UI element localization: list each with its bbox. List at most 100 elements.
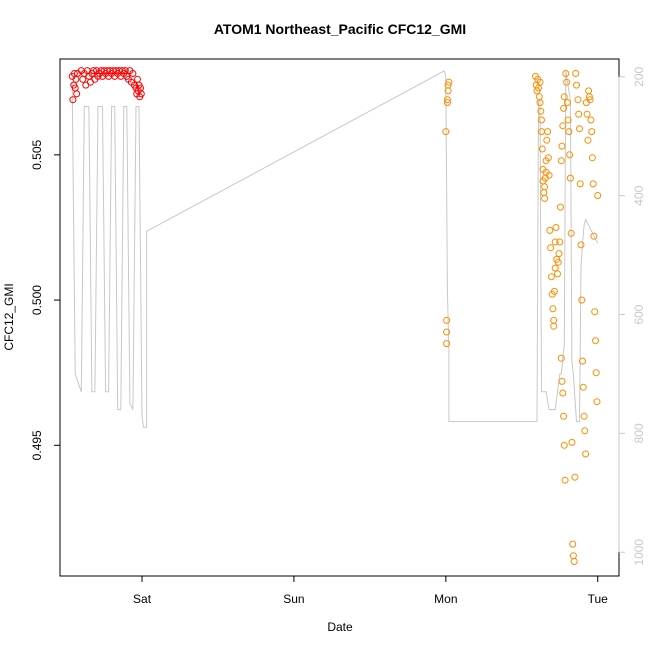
late-point: [543, 136, 551, 144]
late-point: [551, 238, 559, 246]
late-point: [557, 354, 565, 362]
late-point: [561, 476, 569, 484]
late-point: [574, 96, 582, 104]
late-point: [579, 383, 587, 391]
late-point: [565, 128, 573, 136]
late-point: [586, 96, 594, 104]
late-point: [584, 136, 592, 144]
late-point: [592, 337, 599, 345]
y-tick-label: 0.505: [30, 140, 44, 170]
right-tick-label: 1000: [632, 539, 646, 566]
late-point: [558, 377, 566, 385]
late-point: [577, 241, 585, 249]
early-point: [137, 90, 145, 98]
late-point: [566, 151, 574, 159]
late-point: [588, 154, 596, 162]
late-point: [560, 104, 568, 112]
x-tick-label: Mon: [434, 592, 457, 606]
pressure-line-layer: [71, 70, 599, 428]
late-point: [573, 81, 580, 89]
late-point: [576, 125, 583, 133]
plot-frame: [59, 58, 620, 577]
late-point: [540, 189, 548, 197]
early-point: [73, 90, 81, 98]
early-point: [79, 75, 87, 83]
right-tick-label: 200: [632, 66, 646, 86]
late-point: [538, 128, 545, 136]
late-point: [570, 558, 578, 565]
y-axis-label: CFC12_GMI: [2, 283, 16, 350]
late-point: [558, 142, 566, 150]
late-point: [555, 250, 563, 258]
late-point: [535, 93, 543, 101]
y-tick-label: 0.500: [30, 285, 44, 315]
late-point: [538, 145, 546, 153]
late-point: [550, 322, 558, 330]
right-tick-label: 800: [632, 423, 646, 443]
late-point: [579, 357, 586, 365]
late-point: [589, 180, 597, 188]
late-point: [566, 174, 574, 182]
late-point: [546, 226, 554, 234]
x-tick-label: Sat: [133, 592, 152, 606]
pressure-line: [71, 70, 599, 428]
late-point: [582, 450, 590, 458]
x-tick-label: Tue: [588, 592, 609, 606]
late-point: [568, 438, 576, 446]
late-point: [557, 157, 565, 165]
late-point: [575, 110, 583, 118]
late-point: [560, 93, 568, 101]
late-point: [562, 70, 570, 77]
late-point: [588, 128, 596, 136]
late-point: [547, 244, 555, 252]
axes-layer: Sat Sun Mon Tue 0.495 0.500 0.505 200 400 600 800 1…: [30, 66, 646, 606]
late-point: [563, 78, 571, 86]
late-point: [571, 473, 579, 481]
late-point: [443, 316, 451, 324]
x-axis-label: Date: [327, 620, 353, 634]
late-point: [592, 369, 600, 377]
late-point: [560, 412, 568, 420]
data-points-layer: [68, 67, 602, 565]
late-point: [593, 398, 601, 406]
late-point: [443, 328, 451, 336]
late-point: [567, 229, 575, 237]
right-tick-label: 600: [632, 304, 646, 324]
late-point: [578, 296, 586, 304]
late-point: [443, 96, 451, 104]
late-point: [559, 122, 567, 130]
late-point: [544, 154, 552, 162]
late-point: [547, 273, 555, 281]
late-point: [445, 78, 453, 86]
late-point: [538, 116, 545, 124]
late-point: [544, 128, 552, 136]
late-point: [572, 70, 580, 77]
late-point: [552, 224, 560, 231]
late-point: [556, 238, 564, 246]
late-point: [580, 412, 588, 420]
late-point: [564, 116, 572, 124]
x-tick-label: Sun: [283, 592, 304, 606]
late-point: [557, 203, 564, 211]
late-point: [585, 87, 593, 95]
late-point: [549, 305, 557, 313]
late-point: [563, 99, 571, 107]
late-point: [444, 81, 452, 89]
late-point: [541, 194, 549, 202]
early-point: [89, 67, 97, 75]
late-point: [536, 99, 544, 107]
late-point: [443, 340, 451, 348]
y-tick-label: 0.495: [30, 430, 44, 460]
late-point: [537, 107, 545, 115]
late-point: [587, 116, 595, 124]
late-point: [591, 308, 599, 316]
late-point: [583, 110, 591, 118]
late-point: [536, 78, 544, 86]
late-point: [576, 180, 584, 188]
late-point: [541, 183, 549, 191]
right-tick-label: 400: [632, 185, 646, 205]
late-point: [554, 258, 562, 266]
late-point: [545, 171, 553, 179]
late-point: [442, 128, 450, 136]
